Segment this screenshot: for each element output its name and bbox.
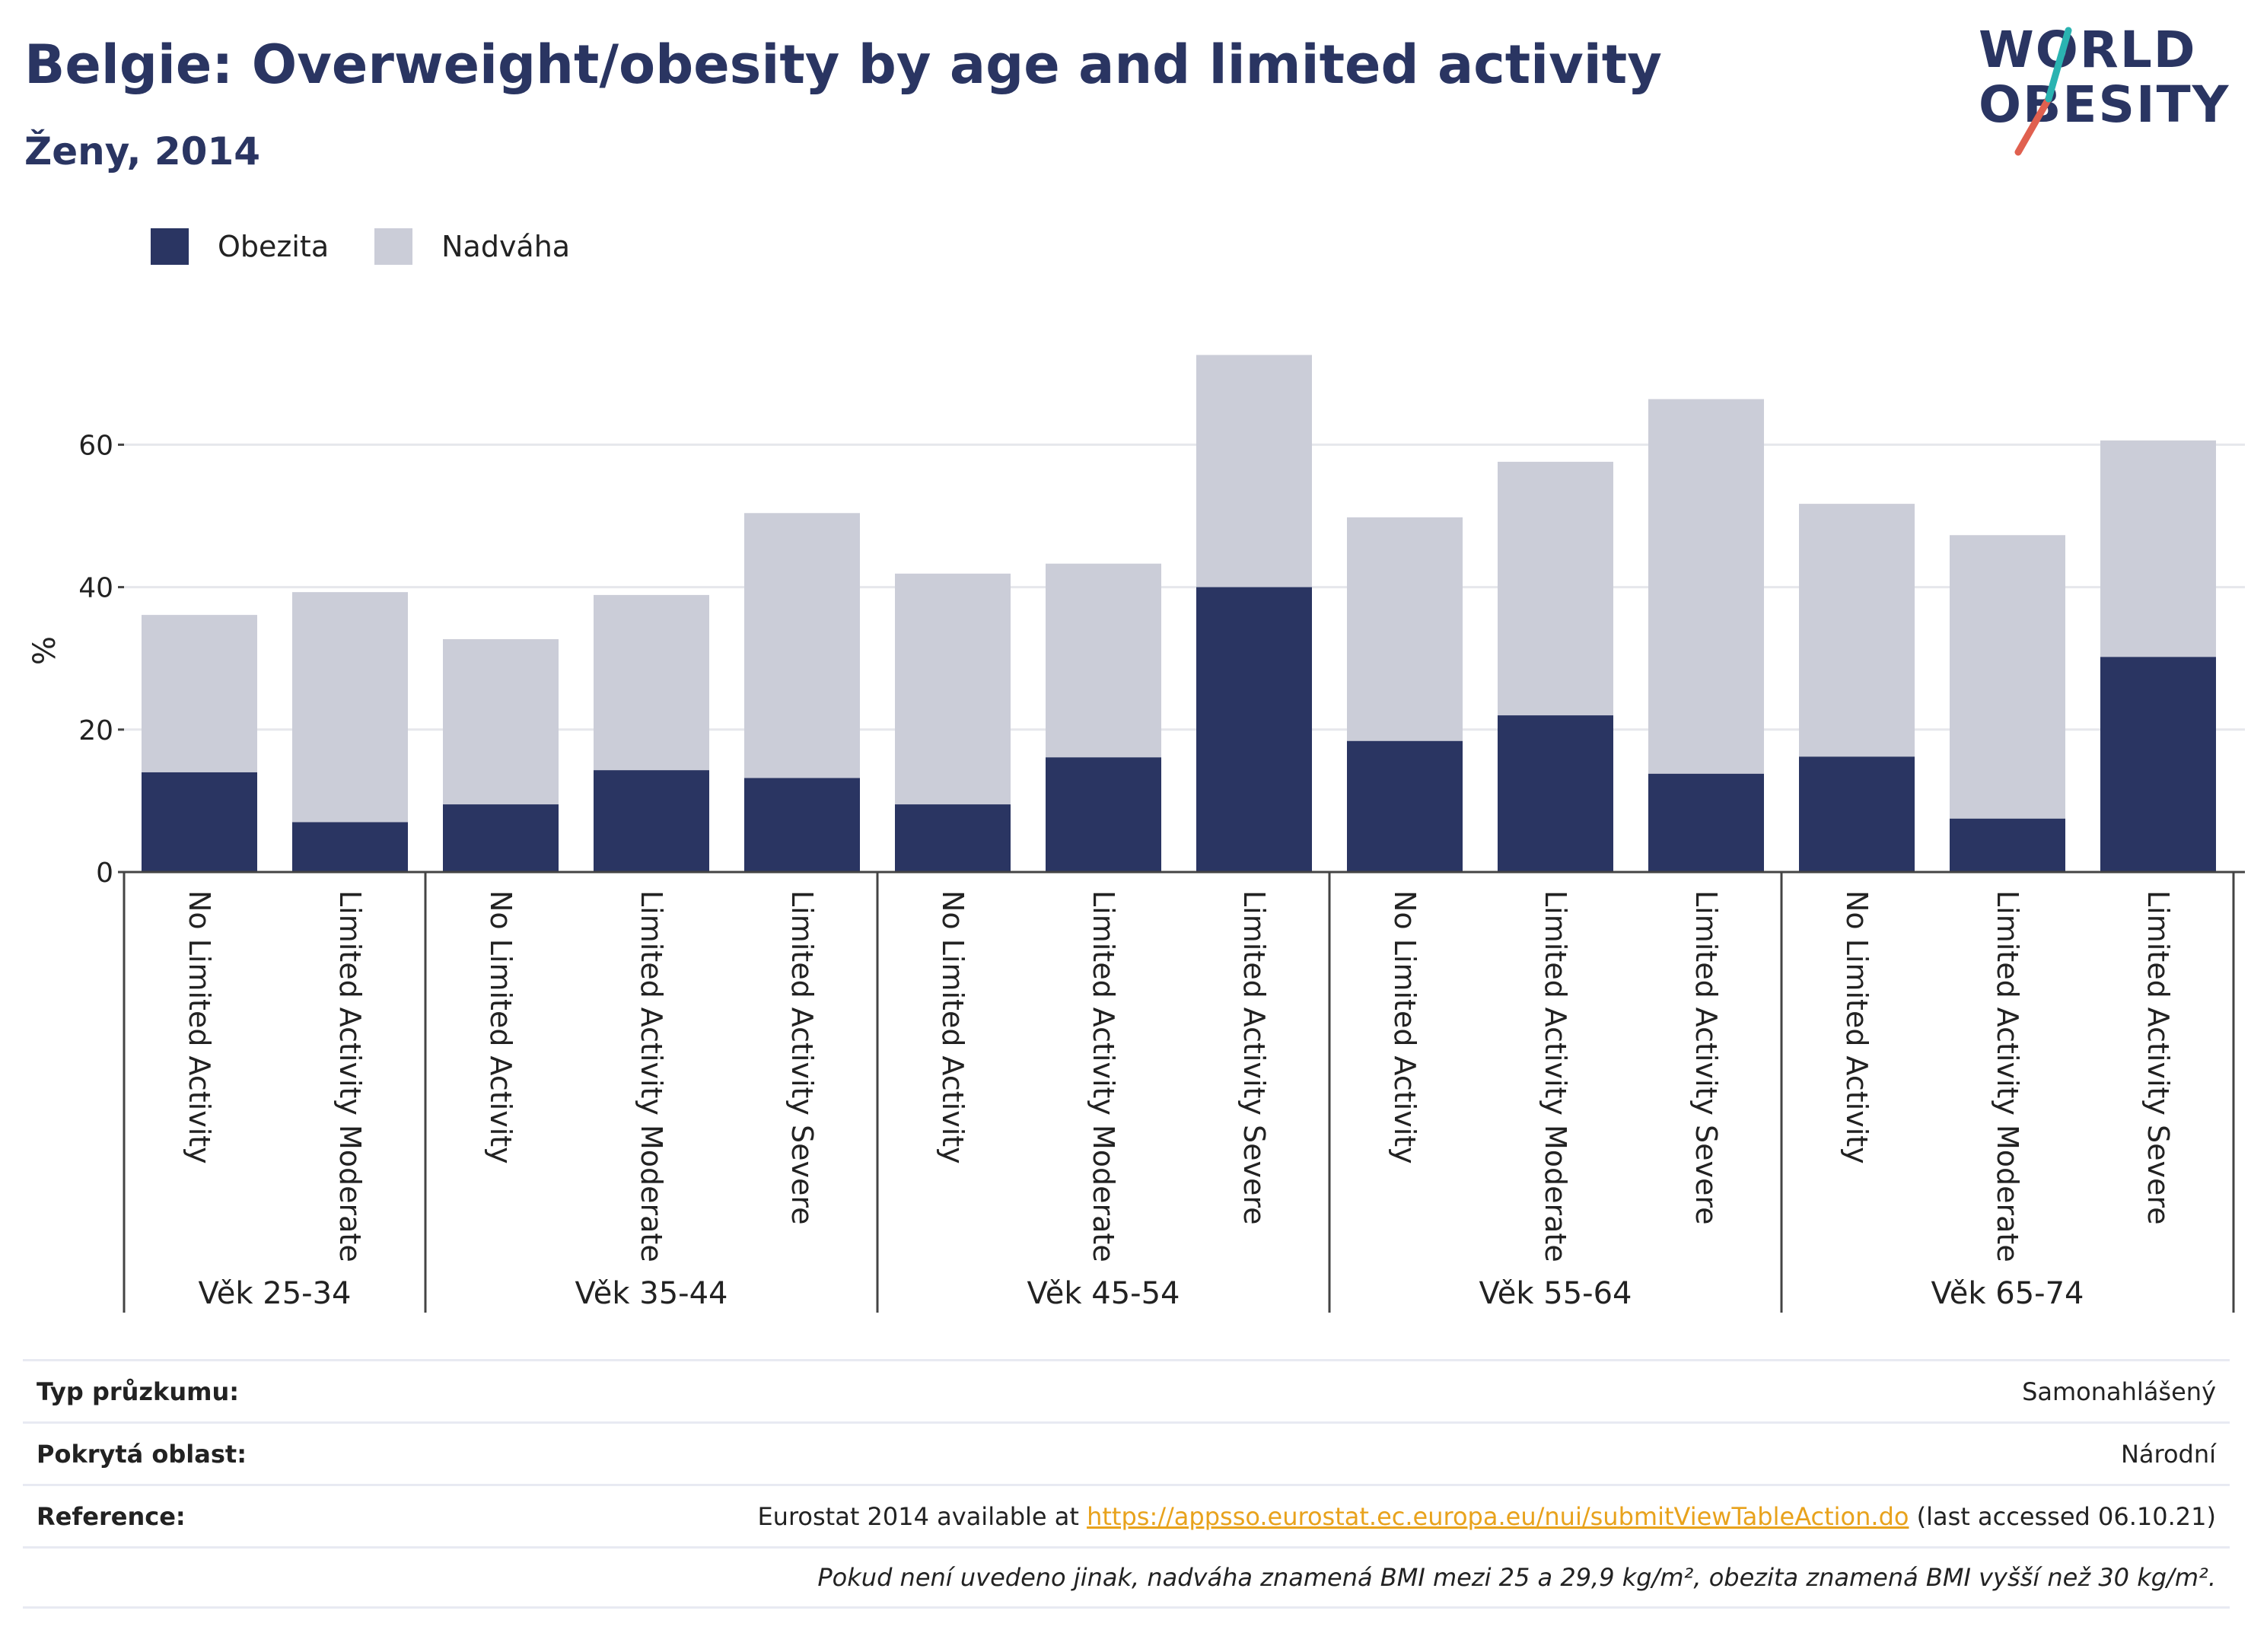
bar-overweight: [1498, 461, 1613, 716]
x-group-label: Věk 65-74: [1931, 1276, 2084, 1311]
x-group-label: Věk 55-64: [1479, 1276, 1632, 1311]
x-category-label: No Limited Activity: [183, 890, 216, 1164]
legend-item-obesity: Obezita: [151, 228, 329, 265]
bar-obesity: [1498, 715, 1613, 872]
x-category-label: Limited Activity Moderate: [1087, 890, 1120, 1262]
x-category-label: Limited Activity Moderate: [1991, 890, 2024, 1262]
info-row-area: Pokrytá oblast: Národní: [23, 1421, 2230, 1484]
reference-value: Eurostat 2014 available at https://appss…: [757, 1502, 2216, 1531]
bar-obesity: [895, 804, 1011, 872]
x-category-label: Limited Activity Moderate: [333, 890, 367, 1262]
bar-obesity: [142, 772, 257, 872]
bar-obesity: [1196, 587, 1312, 872]
reference-key: Reference:: [37, 1501, 186, 1531]
info-row-reference: Reference: Eurostat 2014 available at ht…: [23, 1484, 2230, 1546]
bar-overweight: [594, 594, 709, 771]
chart-legend: Obezita Nadváha: [151, 225, 616, 268]
bar-obesity: [744, 778, 860, 872]
bar-overweight: [1648, 399, 1764, 774]
chart-subtitle: Ženy, 2014: [24, 129, 261, 173]
legend-label-obesity: Obezita: [218, 230, 330, 263]
bar-overweight: [1950, 535, 2065, 819]
definition-note: Pokud není uvedeno jinak, nadváha znamen…: [817, 1563, 2216, 1592]
bar-overweight: [1046, 563, 1161, 758]
bar-overweight: [443, 638, 559, 805]
x-category-label: No Limited Activity: [1388, 890, 1422, 1164]
survey-type-value: Samonahlášený: [2022, 1377, 2216, 1406]
y-tick-label: 20: [78, 715, 113, 746]
logo-line-1: WORLD: [1979, 21, 2197, 79]
area-value: Národní: [2120, 1439, 2216, 1469]
legend-swatch-overweight: [374, 228, 413, 265]
legend-label-overweight: Nadváha: [441, 230, 571, 263]
bar-obesity: [1950, 818, 2065, 872]
bar-overweight: [1799, 504, 1915, 757]
bar-overweight: [895, 573, 1011, 805]
x-category-label: Limited Activity Moderate: [635, 890, 668, 1262]
x-group-label: Věk 45-54: [1027, 1276, 1180, 1311]
x-category-label: No Limited Activity: [484, 890, 517, 1164]
bar-obesity: [1799, 756, 1915, 872]
info-row-note: Pokud není uvedeno jinak, nadváha znamen…: [23, 1546, 2230, 1609]
bar-overweight: [744, 513, 860, 778]
x-category-label: Limited Activity Severe: [1689, 890, 1723, 1225]
y-tick-label: 60: [78, 430, 113, 461]
bar-obesity: [292, 822, 408, 872]
x-category-label: Limited Activity Severe: [2141, 890, 2175, 1225]
bar-obesity: [1347, 740, 1463, 872]
bar-obesity: [1046, 757, 1161, 872]
reference-link[interactable]: https://appsso.eurostat.ec.europa.eu/nui…: [1087, 1501, 1909, 1531]
y-tick-label: 0: [96, 858, 113, 889]
bar-overweight: [2100, 440, 2216, 657]
survey-type-key: Typ průzkumu:: [37, 1377, 240, 1406]
bar-overweight: [1347, 517, 1463, 741]
logo-line-2: OBESITY: [1979, 75, 2230, 134]
bar-obesity: [1648, 773, 1764, 872]
x-category-label: No Limited Activity: [1840, 890, 1874, 1164]
reference-suffix: (last accessed 06.10.21): [1909, 1501, 2216, 1531]
x-group-label: Věk 25-34: [199, 1276, 352, 1311]
bar-obesity: [594, 770, 709, 872]
x-category-label: Limited Activity Severe: [1237, 890, 1271, 1225]
bar-obesity: [443, 804, 559, 872]
info-row-survey: Typ průzkumu: Samonahlášený: [23, 1359, 2230, 1421]
x-category-label: Limited Activity Severe: [785, 890, 819, 1225]
y-axis-label: %: [27, 636, 62, 665]
logo-slash-icon: [2014, 27, 2072, 156]
legend-swatch-obesity: [151, 228, 189, 265]
world-obesity-logo: WORLD OBESITY: [1979, 23, 2237, 160]
x-group-label: Věk 35-44: [575, 1276, 728, 1311]
x-category-label: Limited Activity Moderate: [1539, 890, 1572, 1262]
y-tick-label: 40: [78, 573, 113, 604]
bar-obesity: [2100, 657, 2216, 872]
legend-item-overweight: Nadváha: [374, 228, 570, 265]
bar-overweight: [142, 615, 257, 772]
bar-overweight: [1196, 355, 1312, 587]
chart-title: Belgie: Overweight/obesity by age and li…: [24, 33, 1662, 96]
stacked-bar-chart: 0 20 40 60% No Limited Activity Limited Activ…: [27, 355, 2245, 1313]
bar-overweight: [292, 592, 408, 823]
reference-prefix: Eurostat 2014 available at: [757, 1501, 1087, 1531]
x-category-label: No Limited Activity: [936, 890, 969, 1164]
area-key: Pokrytá oblast:: [37, 1439, 247, 1469]
info-table: Typ průzkumu: Samonahlášený Pokrytá obla…: [23, 1359, 2230, 1609]
